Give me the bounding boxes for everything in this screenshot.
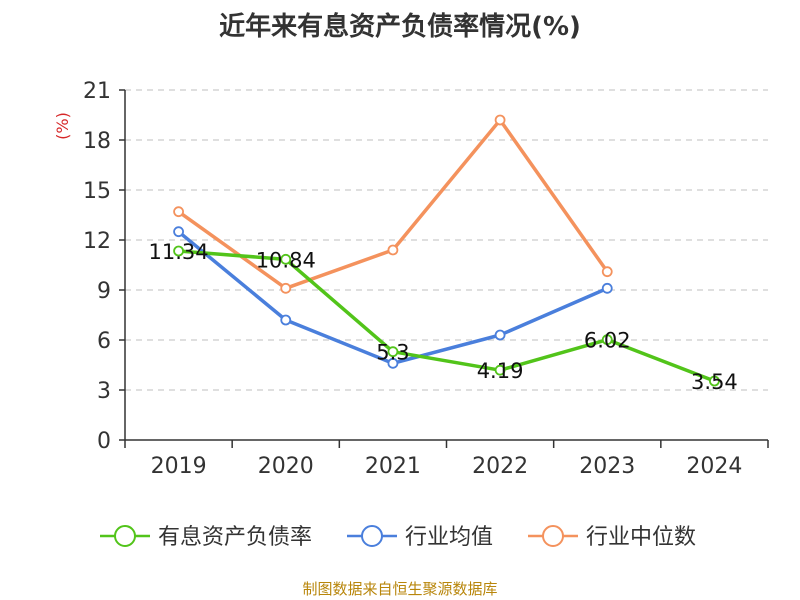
data-point-0	[173, 245, 184, 257]
x-tick-label: 2020	[258, 454, 314, 479]
data-point-1	[601, 282, 613, 294]
y-tick-label: 0	[97, 429, 111, 454]
legend-label-0: 有息资产负债率	[158, 525, 312, 550]
data-point-1	[173, 226, 184, 238]
data-label: 4.19	[477, 359, 524, 383]
data-point-2	[173, 206, 184, 218]
data-label: 11.34	[149, 240, 209, 264]
series-line-2	[177, 118, 609, 291]
y-axis-unit: (%)	[53, 112, 72, 140]
data-point-0	[601, 334, 613, 346]
y-tick-label: 18	[83, 129, 111, 154]
data-point-0	[280, 253, 292, 265]
y-tick-label: 9	[97, 279, 111, 304]
x-tick-label: 2023	[579, 454, 635, 479]
x-tick-label: 2022	[472, 454, 528, 479]
data-point-1	[280, 314, 292, 326]
source-note: 制图数据来自恒生聚源数据库	[302, 580, 498, 598]
series-line-0	[178, 249, 716, 383]
y-tick-label: 6	[97, 329, 111, 354]
y-tick-label: 21	[83, 79, 111, 104]
y-tick-label: 12	[83, 229, 111, 254]
y-tick-label: 15	[83, 179, 111, 204]
data-label: 5.3	[376, 341, 409, 365]
legend-label-1: 行业均值	[405, 525, 493, 550]
data-point-2	[601, 266, 613, 278]
legend-label-2: 行业中位数	[586, 525, 696, 550]
data-point-0	[709, 375, 720, 387]
data-point-0	[387, 346, 399, 358]
data-label: 3.54	[691, 370, 738, 394]
data-point-0	[494, 364, 506, 376]
x-tick-label: 2019	[151, 454, 207, 479]
legend-marker-1	[361, 525, 383, 547]
data-label: 6.02	[584, 329, 631, 353]
x-tick-label: 2021	[365, 454, 421, 479]
data-point-2	[280, 282, 292, 294]
data-point-1	[387, 357, 399, 369]
legend-marker-0	[114, 525, 136, 547]
legend-marker-2	[542, 525, 564, 547]
x-tick-label: 2024	[686, 454, 742, 479]
y-tick-label: 3	[97, 379, 111, 404]
chart-title: 近年来有息资产负债率情况(%)	[219, 12, 581, 42]
data-point-1	[494, 329, 506, 341]
data-point-2	[494, 114, 506, 126]
data-label: 10.84	[256, 248, 316, 272]
data-point-2	[387, 244, 399, 256]
